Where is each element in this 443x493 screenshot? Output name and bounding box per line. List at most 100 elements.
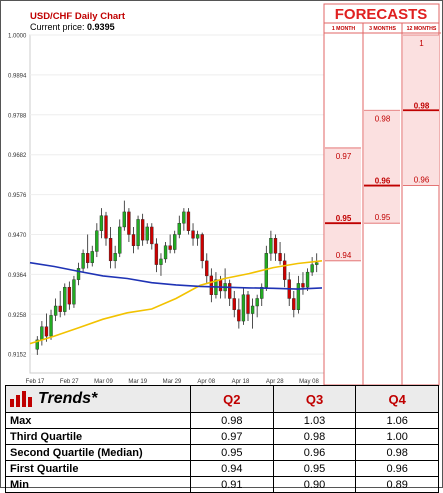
candle — [49, 309, 53, 340]
candle-body — [282, 260, 287, 280]
forecasts-title: FORECASTS — [335, 6, 428, 23]
candle-body — [260, 286, 264, 299]
x-tick-label: Mar 29 — [163, 379, 182, 385]
candle — [90, 245, 94, 267]
forecast-column-label: 3 MONTHS — [369, 26, 396, 32]
table-row: Min 0.91 0.90 0.89 — [4, 476, 439, 493]
candle — [273, 234, 278, 261]
candle-body — [269, 238, 273, 254]
candle — [269, 230, 273, 261]
forecast-column: 12 MONTHS 1 0.98 0.96 — [401, 23, 441, 385]
y-tick-label: 0.9364 — [8, 273, 27, 279]
candle — [232, 290, 236, 318]
y-tick-label: 0.9470 — [8, 233, 27, 239]
y-tick-label: 0.9152 — [8, 353, 27, 359]
y-tick-label: 0.9576 — [8, 193, 27, 199]
candle — [95, 223, 99, 258]
forecast-max-label: 1 — [419, 39, 424, 48]
y-tick-label: 0.9682 — [8, 153, 27, 159]
candle-body — [140, 219, 145, 241]
moving-averages — [29, 260, 323, 345]
candle — [86, 234, 90, 269]
candle — [205, 253, 209, 284]
candle-body — [292, 298, 296, 310]
grid — [30, 34, 324, 355]
candle — [108, 226, 113, 269]
candle — [191, 223, 195, 246]
candle-body — [218, 279, 223, 292]
candle — [154, 238, 159, 273]
cell-value: 0.96 — [272, 444, 357, 461]
forecast-min-label: 0.95 — [375, 213, 391, 222]
candle-body — [228, 283, 232, 299]
candle-body — [108, 238, 113, 262]
bar-chart-icon — [10, 391, 32, 407]
candle — [76, 262, 81, 286]
forecast-column: 3 MONTHS 0.98 0.96 0.95 — [362, 23, 402, 385]
candle-body — [241, 294, 246, 322]
candle-body — [76, 268, 81, 280]
candle-body — [182, 211, 186, 224]
candle — [182, 208, 186, 231]
candle — [72, 275, 76, 308]
row-label: Min — [4, 476, 192, 493]
forecast-column-label: 1 MONTH — [332, 26, 356, 32]
candle — [246, 290, 250, 322]
trends-title: Trends* — [38, 390, 98, 407]
candle-body — [296, 283, 301, 310]
candle-body — [250, 305, 255, 314]
cell-value: 0.98 — [355, 444, 439, 461]
candle — [58, 290, 62, 318]
candle — [315, 253, 319, 273]
candle — [250, 298, 255, 329]
candle — [177, 215, 181, 239]
x-tick-label: Mar 19 — [128, 379, 147, 385]
cell-value: 1.03 — [272, 412, 357, 429]
candle — [53, 298, 58, 322]
trends-header-row: Trends* Q2 Q3 Q4 — [4, 385, 439, 413]
x-tick-label: Feb 17 — [26, 379, 45, 385]
trends-col-q3: Q3 — [272, 385, 357, 413]
candle — [228, 279, 232, 307]
cell-value: 0.98 — [190, 412, 274, 429]
candle-body — [86, 253, 90, 263]
candle-body — [177, 222, 181, 235]
candle-body — [104, 215, 108, 239]
candle — [99, 208, 104, 239]
current-price-value: 0.9395 — [87, 22, 115, 32]
x-tick-label: Apr 28 — [266, 379, 284, 385]
candle — [63, 283, 67, 316]
candle-body — [315, 262, 319, 265]
candle-body — [44, 326, 49, 337]
price-chart: 1.0000 0.9894 0.9788 0.9682 0.9576 0.9470 0.93… — [8, 11, 325, 385]
y-axis: 1.0000 0.9894 0.9788 0.9682 0.9576 0.9470 0.93… — [8, 34, 27, 359]
candle-body — [90, 251, 94, 263]
trends-header: Trends* — [4, 385, 192, 413]
chart-title: USD/CHF Daily Chart — [30, 11, 126, 22]
candle-body — [35, 339, 39, 350]
moving-average-fast — [29, 260, 323, 345]
row-label: Second Quartile (Median) — [4, 444, 192, 461]
candle — [163, 242, 168, 263]
cell-value: 0.90 — [272, 476, 357, 493]
forecast-column-label: 12 MONTHS — [407, 26, 437, 32]
cell-value: 0.96 — [355, 460, 439, 477]
candle-body — [209, 275, 214, 295]
forecast-max-label: 0.97 — [336, 152, 352, 161]
candle-body — [186, 211, 191, 231]
candle — [237, 298, 241, 329]
y-tick-label: 0.9788 — [8, 113, 27, 119]
candle — [301, 272, 305, 295]
forecast-mid-label: 0.98 — [414, 101, 430, 110]
table-row: First Quartile 0.94 0.95 0.96 — [4, 460, 439, 477]
candle-body — [173, 234, 177, 250]
candle-body — [246, 294, 250, 314]
forecast-mid-label: 0.96 — [375, 177, 391, 186]
candle-body — [159, 258, 163, 265]
candle-body — [58, 305, 62, 312]
candle-body — [205, 260, 209, 277]
candle — [104, 211, 108, 246]
moving-average-slow — [29, 261, 323, 290]
forecast-max-label: 0.98 — [375, 114, 391, 123]
forecast-min-label: 0.94 — [336, 251, 352, 260]
